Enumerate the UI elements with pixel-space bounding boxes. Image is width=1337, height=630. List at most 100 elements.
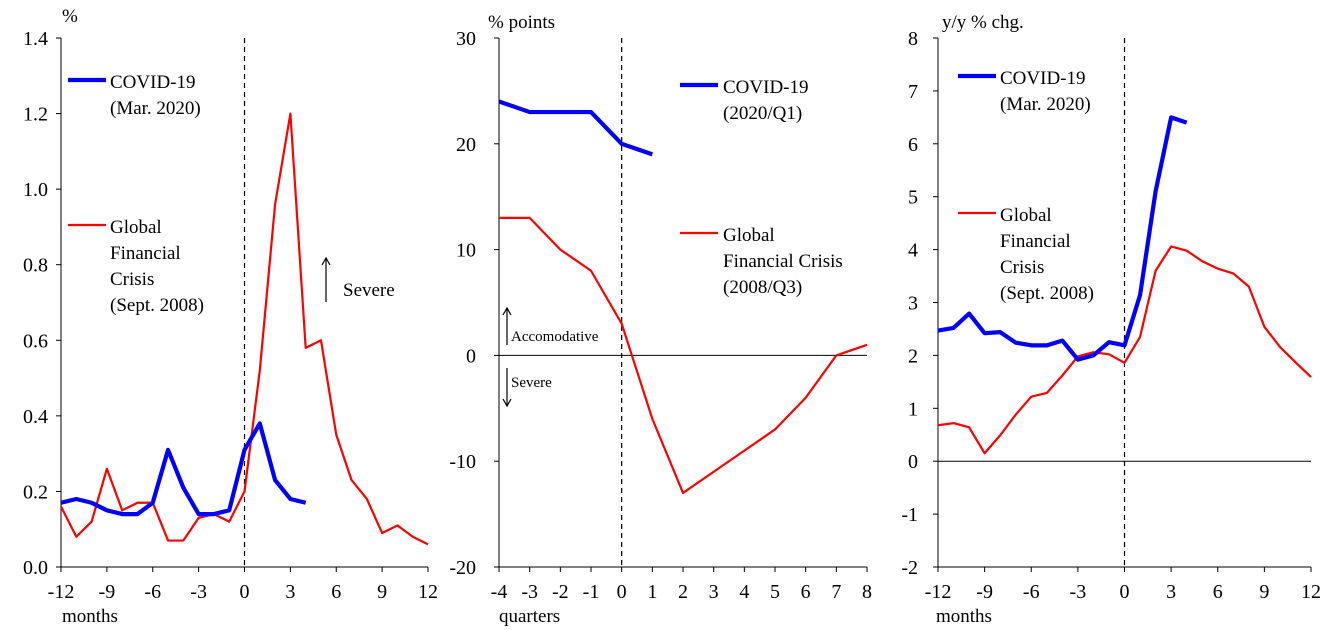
x-tick-label: 9 <box>1259 581 1269 603</box>
data-point-gfc <box>1185 249 1187 251</box>
data-point-gfc <box>304 347 306 349</box>
data-point-gfc <box>1015 413 1017 415</box>
x-tick-label: 8 <box>862 581 872 603</box>
x-tick-label: 12 <box>1301 581 1321 603</box>
data-point-gfc <box>427 543 429 545</box>
x-tick-label: 9 <box>377 581 387 603</box>
data-point-gfc <box>498 217 500 219</box>
x-tick-label: 0 <box>1120 581 1130 603</box>
data-point-gfc <box>289 112 291 114</box>
data-point-covid <box>304 502 306 504</box>
legend-label: Global <box>110 217 162 238</box>
x-tick-label: -3 <box>190 581 207 603</box>
data-point-covid <box>152 502 154 504</box>
legend-label: Financial <box>1000 231 1071 252</box>
data-point-gfc <box>259 369 261 371</box>
y-tick-label: 5 <box>908 187 918 209</box>
data-point-gfc <box>999 434 1001 436</box>
x-tick-label: -9 <box>99 581 116 603</box>
data-point-gfc <box>1263 326 1265 328</box>
data-point-covid <box>1061 339 1063 341</box>
data-point-covid <box>1185 121 1187 123</box>
series-line-covid <box>60 421 307 517</box>
data-point-gfc <box>1139 336 1141 338</box>
y-tick-label: 0.0 <box>23 557 48 579</box>
data-point-gfc <box>366 498 368 500</box>
x-tick-label: -4 <box>491 581 508 603</box>
x-tick-label: 0 <box>617 581 627 603</box>
data-point-gfc <box>743 449 745 451</box>
data-point-gfc <box>1046 392 1048 394</box>
data-point-gfc <box>167 539 169 541</box>
y-tick-label: 0 <box>908 451 918 473</box>
data-point-covid <box>999 331 1001 333</box>
x-tick-label: 2 <box>678 581 688 603</box>
data-point-covid <box>197 513 199 515</box>
x-tick-label: -9 <box>976 581 993 603</box>
data-point-covid <box>60 502 62 504</box>
series-line-covid <box>937 115 1188 362</box>
x-axis-title: months <box>62 606 118 627</box>
x-axis-title: quarters <box>499 606 560 627</box>
x-tick-label: 6 <box>1213 581 1223 603</box>
legend-label: COVID-19 <box>110 72 196 93</box>
data-point-covid <box>106 509 108 511</box>
y-tick-label: 0.2 <box>23 481 48 503</box>
data-point-gfc <box>335 434 337 436</box>
y-tick-label: 1.2 <box>23 104 48 126</box>
legend-label: Financial <box>110 243 181 264</box>
legend-label: (Sept. 2008) <box>110 295 204 316</box>
data-point-gfc <box>1108 353 1110 355</box>
data-point-covid <box>651 153 653 155</box>
legend-label: (Mar. 2020) <box>1000 94 1091 115</box>
data-point-gfc <box>1030 395 1032 397</box>
data-point-gfc <box>937 424 939 426</box>
data-point-gfc <box>182 539 184 541</box>
legend-label: Crisis <box>110 269 154 290</box>
data-point-covid <box>1123 344 1125 346</box>
data-point-covid <box>968 312 970 314</box>
data-point-covid <box>1015 342 1017 344</box>
x-tick-label: -12 <box>925 581 952 603</box>
legend-label: (2020/Q1) <box>723 103 802 124</box>
x-tick-label: -1 <box>583 581 600 603</box>
y-tick-label: -2 <box>901 557 918 579</box>
data-point-covid <box>937 329 939 331</box>
data-point-covid <box>75 498 77 500</box>
data-point-gfc <box>1279 346 1281 348</box>
x-tick-label: 7 <box>831 581 841 603</box>
data-point-gfc <box>106 468 108 470</box>
y-tick-label: 30 <box>456 28 476 50</box>
x-tick-label: 3 <box>285 581 295 603</box>
data-point-covid <box>289 498 291 500</box>
y-tick-label: 7 <box>908 81 918 103</box>
annotation-label: Severe <box>343 280 395 301</box>
data-point-gfc <box>396 524 398 526</box>
data-point-covid <box>590 111 592 113</box>
data-point-gfc <box>712 471 714 473</box>
y-tick-label: 3 <box>908 293 918 315</box>
legend-label: Global <box>1000 205 1052 226</box>
data-point-covid <box>90 502 92 504</box>
data-point-gfc <box>952 422 954 424</box>
data-point-covid <box>274 479 276 481</box>
legend-label: (Mar. 2020) <box>110 98 201 119</box>
data-point-gfc <box>528 217 530 219</box>
data-point-covid <box>243 449 245 451</box>
data-point-gfc <box>320 339 322 341</box>
annotation-arrowhead <box>502 306 512 316</box>
y-tick-label: 2 <box>908 345 918 367</box>
x-tick-label: -6 <box>1023 581 1040 603</box>
x-tick-label: -2 <box>552 581 569 603</box>
legend-label: Financial Crisis <box>723 251 843 272</box>
x-axis-title: months <box>936 606 992 627</box>
data-point-gfc <box>983 452 985 454</box>
data-point-gfc <box>90 520 92 522</box>
data-point-covid <box>182 486 184 488</box>
y-tick-label: 10 <box>456 240 476 262</box>
x-tick-label: 0 <box>240 581 250 603</box>
x-tick-label: -3 <box>1070 581 1087 603</box>
annotation-label: Severe <box>511 375 552 391</box>
